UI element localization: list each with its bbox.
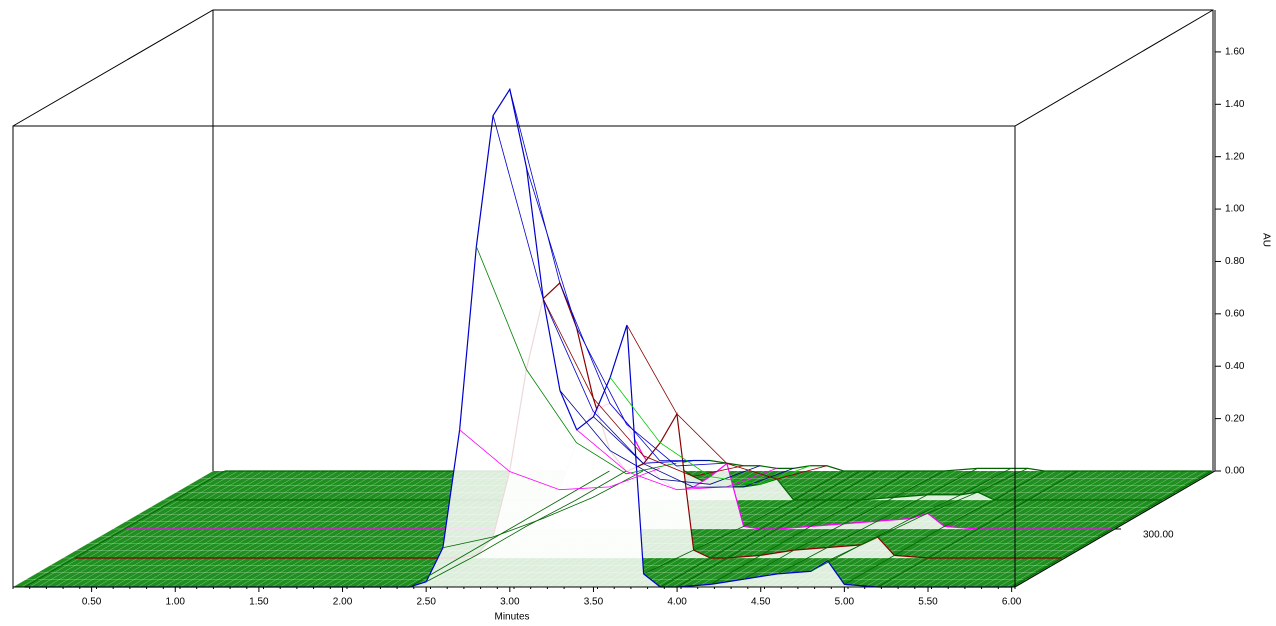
x-tick-label: 3.00 (500, 597, 520, 608)
surface-column (877, 470, 1079, 588)
surface-column (676, 470, 878, 588)
surface-row (24, 87, 1012, 588)
y-tick-label: 0.40 (1225, 361, 1245, 372)
z-tick-label: 300.00 (1143, 530, 1174, 541)
surface-column (459, 429, 660, 491)
x-tick-label: 4.00 (667, 597, 687, 608)
plot-box (12, 9, 1214, 471)
surface-column (777, 468, 978, 575)
top-edge (1014, 9, 1214, 127)
surface-column (810, 468, 1012, 572)
x-tick-label: 5.00 (835, 597, 855, 608)
y-tick-label: 0.00 (1225, 466, 1245, 477)
surface-column (609, 377, 811, 485)
y-tick-label: 0.80 (1225, 256, 1245, 267)
surface-column (425, 470, 627, 583)
surface-column (559, 390, 761, 485)
surface (24, 87, 1212, 588)
y-tick-label: 1.60 (1225, 47, 1245, 58)
x-tick-label: 5.50 (918, 597, 938, 608)
x-tick-label: 1.00 (166, 597, 186, 608)
y-tick-label: 1.20 (1225, 151, 1245, 162)
surface-column (475, 246, 677, 475)
x-tick-label: 0.50 (82, 597, 102, 608)
back-frame (12, 9, 1214, 471)
surface-fill (24, 89, 1012, 588)
surface-column (542, 298, 744, 477)
y-tick-label: 1.00 (1225, 204, 1245, 215)
x-tick-label: 6.00 (1002, 597, 1022, 608)
y-tick-label: 1.40 (1225, 99, 1245, 110)
x-axis-title: Minutes (494, 612, 529, 623)
surface-column (409, 470, 610, 588)
x-tick-label: 1.50 (249, 597, 269, 608)
surface-column (710, 470, 911, 585)
surface-column (844, 470, 1045, 585)
y-tick-label: 0.60 (1225, 308, 1245, 319)
surface-column (24, 470, 225, 588)
surface-column (1011, 470, 1212, 588)
y-axis-title: AU (1260, 233, 1271, 247)
surface-column (743, 470, 945, 580)
surface-column (442, 470, 644, 549)
surface-fill (224, 460, 1212, 471)
surface-column (643, 470, 844, 575)
surface-column (626, 324, 828, 480)
x-tick-label: 2.50 (416, 597, 436, 608)
surface-column (593, 416, 794, 488)
surface-column (576, 429, 777, 491)
surface-column (660, 470, 861, 588)
y-tick-label: 0.20 (1225, 413, 1245, 424)
surface-column (827, 468, 1028, 562)
x-tick-label: 3.50 (584, 597, 604, 608)
x-tick-label: 2.00 (333, 597, 353, 608)
surface-column (509, 89, 710, 462)
x-tick-label: 4.50 (751, 597, 771, 608)
